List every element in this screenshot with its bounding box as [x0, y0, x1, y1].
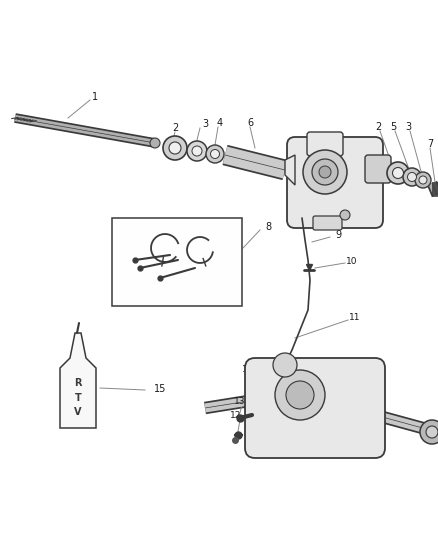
Circle shape — [273, 353, 297, 377]
Circle shape — [387, 162, 409, 184]
Text: 11: 11 — [349, 313, 361, 322]
FancyBboxPatch shape — [313, 216, 342, 230]
Text: T: T — [74, 393, 81, 403]
Circle shape — [420, 420, 438, 444]
Circle shape — [407, 173, 417, 182]
Text: 12: 12 — [230, 411, 242, 421]
Circle shape — [192, 146, 202, 156]
Circle shape — [312, 159, 338, 185]
Polygon shape — [60, 333, 96, 428]
FancyBboxPatch shape — [365, 155, 391, 183]
Text: V: V — [74, 407, 82, 417]
Circle shape — [150, 138, 160, 148]
Circle shape — [403, 168, 421, 186]
Circle shape — [163, 136, 187, 160]
Circle shape — [206, 145, 224, 163]
Circle shape — [169, 142, 181, 154]
Text: 7: 7 — [427, 139, 433, 149]
Text: 3: 3 — [202, 119, 208, 129]
FancyBboxPatch shape — [287, 137, 383, 228]
Bar — [112, 218, 242, 306]
Text: 1: 1 — [92, 92, 98, 102]
Text: 3: 3 — [405, 122, 411, 132]
Circle shape — [286, 381, 314, 409]
Circle shape — [211, 149, 219, 158]
Circle shape — [426, 426, 438, 438]
Text: 16: 16 — [149, 297, 161, 306]
Polygon shape — [285, 155, 295, 185]
Circle shape — [303, 150, 347, 194]
Text: 6: 6 — [247, 118, 253, 128]
Text: 9: 9 — [335, 230, 341, 240]
Circle shape — [187, 141, 207, 161]
Text: 8: 8 — [265, 222, 271, 232]
Text: 5: 5 — [390, 122, 396, 132]
FancyBboxPatch shape — [307, 132, 343, 156]
Text: R: R — [74, 378, 82, 388]
Text: 2: 2 — [172, 123, 178, 133]
Text: 15: 15 — [154, 384, 166, 394]
Circle shape — [275, 370, 325, 420]
Text: 13: 13 — [234, 398, 246, 407]
Text: 4: 4 — [217, 118, 223, 128]
Circle shape — [415, 172, 431, 188]
Circle shape — [319, 166, 331, 178]
Text: 14: 14 — [242, 366, 254, 375]
Circle shape — [392, 167, 403, 179]
Circle shape — [340, 210, 350, 220]
FancyBboxPatch shape — [245, 358, 385, 458]
Text: 2: 2 — [375, 122, 381, 132]
Text: 10: 10 — [346, 257, 358, 266]
Circle shape — [419, 176, 427, 184]
